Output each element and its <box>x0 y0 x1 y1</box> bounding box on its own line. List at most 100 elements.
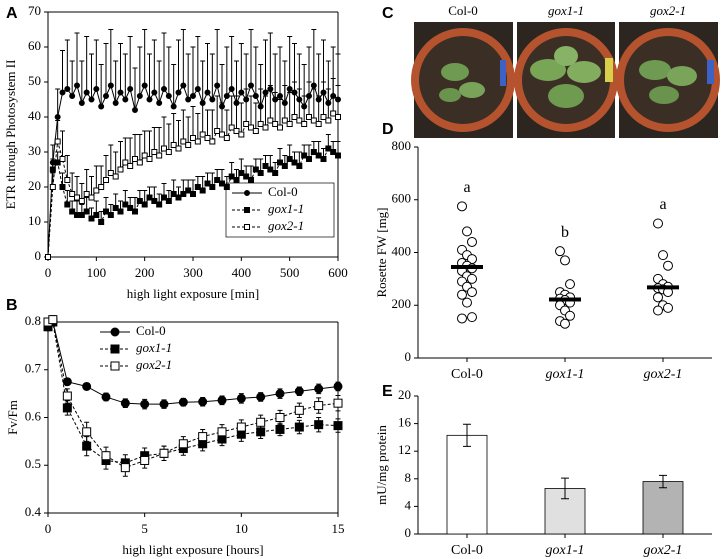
x-tick-label: gox1-1 <box>546 367 585 382</box>
marker <box>112 173 119 180</box>
dot <box>467 312 477 323</box>
y-tick-label: 12 <box>398 442 411 457</box>
marker <box>122 96 129 103</box>
marker <box>59 156 66 162</box>
marker <box>301 121 308 127</box>
error-bar <box>238 43 244 93</box>
marker <box>294 405 304 415</box>
x-tick-label: 600 <box>328 265 348 280</box>
x-tick-label: 100 <box>87 265 107 280</box>
marker <box>204 89 211 96</box>
marker <box>286 121 293 127</box>
marker <box>256 392 266 402</box>
marker <box>277 93 283 99</box>
x-tick-label: gox2-1 <box>644 367 683 382</box>
error-bar <box>219 64 225 107</box>
marker <box>69 208 76 215</box>
x-tick-label: 200 <box>135 265 155 280</box>
y-tick-label: 0.7 <box>25 361 42 376</box>
marker <box>286 86 293 92</box>
marker <box>185 96 192 103</box>
error-bar <box>267 32 273 89</box>
marker <box>93 187 100 194</box>
error-bar <box>180 29 186 86</box>
marker <box>140 455 150 465</box>
marker <box>161 86 167 92</box>
marker <box>74 82 80 89</box>
error-bar <box>248 29 254 86</box>
marker <box>161 194 167 201</box>
error-bar <box>224 109 230 138</box>
marker <box>314 384 324 394</box>
marker <box>178 439 188 449</box>
marker <box>170 191 177 197</box>
marker <box>112 100 119 106</box>
marker <box>190 135 196 141</box>
series-line <box>47 321 339 405</box>
y-tick-label: 400 <box>392 243 412 258</box>
marker <box>315 121 322 127</box>
photo-label: Col-0 <box>448 3 478 18</box>
error-bar <box>287 92 293 124</box>
error-bar <box>325 88 331 121</box>
y-tick-label: 600 <box>392 191 412 206</box>
marker <box>335 152 341 159</box>
error-bar <box>200 102 206 135</box>
marker <box>272 121 279 127</box>
leaf <box>554 46 578 66</box>
marker <box>62 391 72 401</box>
marker <box>59 89 66 96</box>
marker <box>294 386 304 396</box>
y-tick-label: 800 <box>392 138 412 153</box>
marker <box>146 194 153 201</box>
marker <box>180 138 187 145</box>
marker <box>165 149 172 155</box>
panel-letter: C <box>382 5 394 22</box>
marker <box>141 82 148 89</box>
error-bar <box>263 39 268 93</box>
error-bar <box>267 85 273 121</box>
marker <box>209 138 216 145</box>
dot <box>555 246 565 257</box>
dot <box>565 310 575 321</box>
legend-label: gox1-1 <box>136 340 172 355</box>
y-tick-label: 0 <box>35 248 42 263</box>
legend-label: Col-0 <box>268 184 298 199</box>
marker <box>281 117 288 124</box>
marker <box>228 86 235 92</box>
marker <box>83 89 90 96</box>
dot <box>565 279 575 290</box>
error-bar <box>316 53 322 100</box>
marker <box>198 397 208 407</box>
marker <box>277 124 283 131</box>
marker <box>98 184 105 190</box>
marker <box>151 198 158 204</box>
marker <box>156 152 163 159</box>
soil <box>624 36 712 124</box>
marker <box>159 448 169 458</box>
marker <box>214 128 221 134</box>
error-bar <box>147 53 152 100</box>
marker <box>325 117 332 124</box>
leaf <box>441 63 469 81</box>
y-tick-label: 70 <box>28 3 41 18</box>
error-bar <box>60 130 65 159</box>
error-bar <box>243 88 249 124</box>
marker <box>209 184 216 190</box>
error-bar <box>74 32 80 86</box>
marker <box>185 187 192 194</box>
marker <box>217 395 227 405</box>
error-bar <box>122 137 128 163</box>
x-tick-label: Col-0 <box>451 367 483 382</box>
marker <box>64 86 71 92</box>
leaf <box>649 86 679 104</box>
error-bar <box>301 95 307 124</box>
marker <box>82 381 92 391</box>
legend-marker <box>110 361 120 371</box>
marker <box>88 96 95 103</box>
marker <box>223 93 230 99</box>
y-axis-label: mU/mg protein <box>374 425 389 505</box>
error-bar <box>147 130 152 159</box>
error-bar <box>277 46 283 96</box>
